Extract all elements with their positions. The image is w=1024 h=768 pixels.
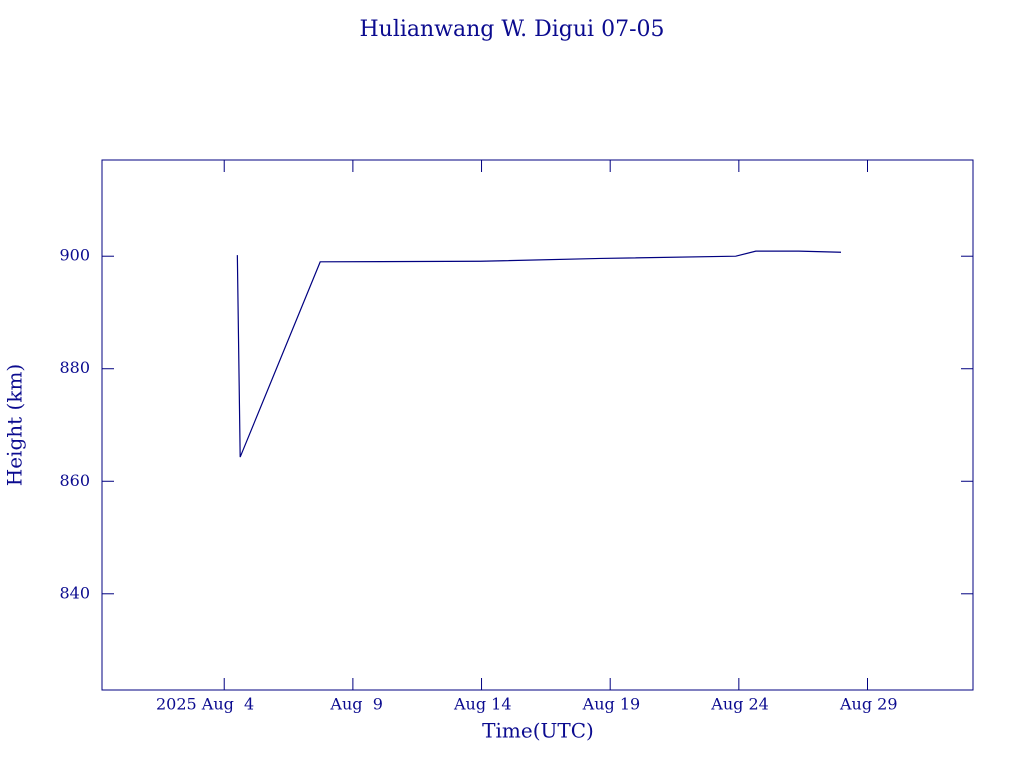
plot-frame (101, 159, 974, 691)
y-tick-label: 900 (59, 246, 90, 265)
x-tick-label: 2025 Aug 4 (156, 695, 254, 714)
chart-title: Hulianwang W. Digui 07-05 (359, 17, 664, 42)
x-tick-label: Aug 24 (710, 695, 769, 714)
y-tick-label: 840 (59, 583, 90, 602)
x-tick-label: Aug 9 (329, 695, 382, 714)
x-tick-label: Aug 14 (453, 695, 512, 714)
y-tick-label: 860 (59, 471, 90, 490)
y-tick-label: 880 (59, 358, 90, 377)
x-axis-label: Time(UTC) (482, 719, 594, 743)
x-tick-label: Aug 19 (582, 695, 641, 714)
data-line (236, 250, 842, 458)
y-axis-label: Height (km) (3, 364, 27, 486)
x-tick-label: Aug 29 (839, 695, 898, 714)
